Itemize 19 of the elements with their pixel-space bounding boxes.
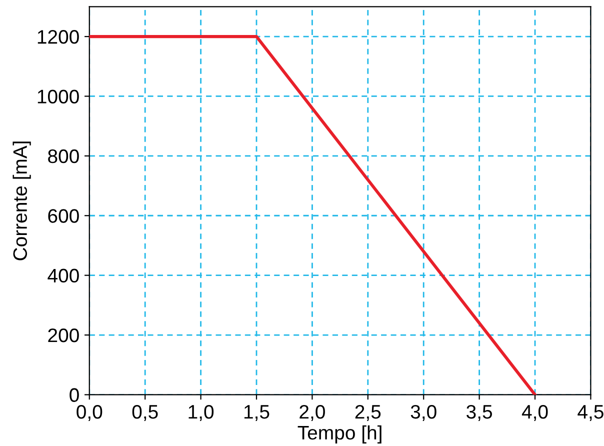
x-tick-label: 3,0 <box>410 404 436 422</box>
x-tick-label: 3,5 <box>466 404 492 422</box>
y-tick-label: 1200 <box>38 30 79 44</box>
x-tick-label: 2,5 <box>355 404 381 422</box>
x-tick-label: 0,5 <box>132 404 158 422</box>
x-tick-label: 4,0 <box>522 404 548 422</box>
y-axis-title: Corrente [mA] <box>12 142 31 260</box>
y-tick-label: 1000 <box>38 90 79 104</box>
y-tick-label: 400 <box>48 268 79 283</box>
y-tick-label: 200 <box>48 328 79 342</box>
x-tick-label: 1,0 <box>188 404 214 422</box>
x-tick-label: 2,0 <box>300 404 325 422</box>
x-tick-label: 0,0 <box>76 404 102 422</box>
x-axis-title: Tempo [h] <box>298 425 382 444</box>
y-tick-label: 600 <box>48 209 79 223</box>
x-tick-label: 4,5 <box>578 405 604 422</box>
y-tick-label: 800 <box>48 149 79 164</box>
x-tick-label: 1,5 <box>244 405 270 422</box>
y-tick-label: 0 <box>70 388 79 402</box>
